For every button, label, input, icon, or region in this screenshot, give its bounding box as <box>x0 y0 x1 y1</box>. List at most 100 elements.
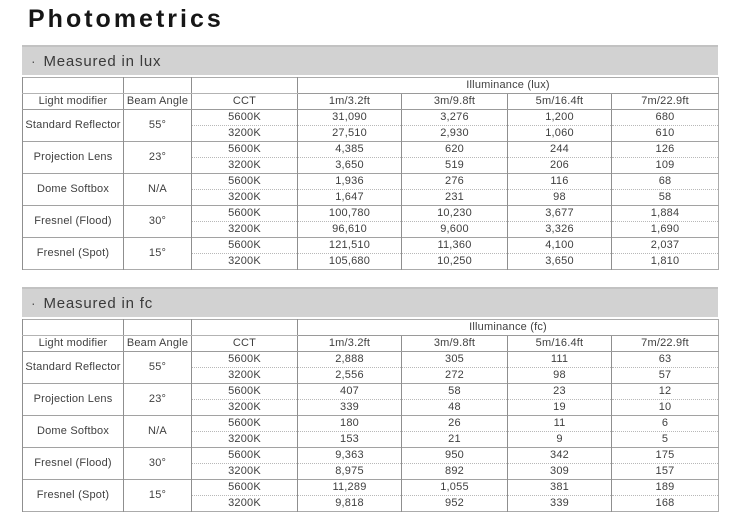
cct-cell: 3200K <box>191 189 298 206</box>
illuminance-value-cell: 11 <box>507 415 612 432</box>
illuminance-value-cell: 276 <box>401 173 508 190</box>
illuminance-value-cell: 620 <box>401 141 508 158</box>
cct-cell: 5600K <box>191 109 298 126</box>
illuminance-value-cell: 11,289 <box>297 479 402 496</box>
column-header: Light modifier <box>22 93 124 110</box>
illuminance-value-cell: 153 <box>297 431 402 448</box>
illuminance-value-cell: 58 <box>401 383 508 400</box>
cct-cell: 3200K <box>191 495 298 512</box>
cct-cell: 3200K <box>191 125 298 142</box>
modifier-cell: Fresnel (Flood) <box>22 205 124 238</box>
illuminance-value-cell: 206 <box>507 157 612 174</box>
table-row: 3200K 96,610 9,600 3,326 1,690 <box>23 221 719 238</box>
illuminance-value-cell: 2,930 <box>401 125 508 142</box>
column-header: 7m/22.9ft <box>610 335 719 352</box>
modifier-cell: Standard Reflector <box>22 351 124 384</box>
modifier-cell: Fresnel (Flood) <box>22 447 124 480</box>
illuminance-value-cell: 48 <box>401 399 508 416</box>
table-row: 3200K 8,975 892 309 157 <box>23 463 719 480</box>
beam-angle-cell: 15° <box>123 237 192 270</box>
column-header-row: Light modifier Beam Angle CCT 1m/3.2ft 3m/9.… <box>22 335 719 352</box>
illuminance-value-cell: 68 <box>610 173 719 190</box>
cct-cell: 5600K <box>191 479 298 496</box>
modifier-cell: Dome Softbox <box>22 173 124 206</box>
illuminance-value-cell: 57 <box>610 367 719 384</box>
cct-cell: 5600K <box>191 141 298 158</box>
table-row: Dome Softbox N/A 5600K 180 26 11 6 <box>22 415 719 448</box>
illuminance-value-cell: 342 <box>507 447 612 464</box>
illuminance-value-cell: 23 <box>507 383 612 400</box>
illuminance-value-cell: 1,055 <box>401 479 508 496</box>
illuminance-value-cell: 58 <box>610 189 719 206</box>
cct-cell: 3200K <box>191 367 298 384</box>
illuminance-value-cell: 168 <box>610 495 719 512</box>
table-row: 3200K 339 48 19 10 <box>23 399 719 416</box>
photometrics-table-lux: Illuminance (lux) Light modifier Beam Angl… <box>22 77 720 270</box>
beam-angle-cell: 30° <box>123 447 192 480</box>
illuminance-value-cell: 1,884 <box>610 205 719 222</box>
cct-cell: 5600K <box>191 173 298 190</box>
cct-cell: 3200K <box>191 463 298 480</box>
illuminance-value-cell: 109 <box>610 157 719 174</box>
illuminance-value-cell: 892 <box>401 463 508 480</box>
table-row: 3200K 3,650 519 206 109 <box>23 157 719 174</box>
blank-header-cell <box>191 319 298 336</box>
table-row: 3200K 105,680 10,250 3,650 1,810 <box>23 253 719 270</box>
beam-angle-cell: 55° <box>123 351 192 384</box>
illuminance-value-cell: 952 <box>401 495 508 512</box>
illuminance-value-cell: 519 <box>401 157 508 174</box>
table-row: 3200K 153 21 9 5 <box>23 431 719 448</box>
illuminance-value-cell: 126 <box>610 141 719 158</box>
illuminance-value-cell: 121,510 <box>297 237 402 254</box>
illuminance-value-cell: 5 <box>610 431 719 448</box>
illuminance-value-cell: 610 <box>610 125 719 142</box>
illuminance-value-cell: 2,888 <box>297 351 402 368</box>
illuminance-value-cell: 950 <box>401 447 508 464</box>
cct-cell: 3200K <box>191 221 298 238</box>
beam-angle-cell: N/A <box>123 415 192 448</box>
cct-cell: 5600K <box>191 383 298 400</box>
illuminance-value-cell: 2,556 <box>297 367 402 384</box>
beam-angle-cell: N/A <box>123 173 192 206</box>
illuminance-value-cell: 105,680 <box>297 253 402 270</box>
table-row: Projection Lens 23° 5600K 407 58 23 12 <box>22 383 719 416</box>
cct-cell: 3200K <box>191 157 298 174</box>
column-header: 3m/9.8ft <box>401 335 508 352</box>
illuminance-value-cell: 98 <box>507 189 612 206</box>
illuminance-value-cell: 1,810 <box>610 253 719 270</box>
illuminance-value-cell: 231 <box>401 189 508 206</box>
table-row: Fresnel (Flood) 30° 5600K 9,363 950 342 175 <box>22 447 719 480</box>
bullet-icon: · <box>31 53 37 69</box>
illuminance-value-cell: 27,510 <box>297 125 402 142</box>
table-row: Fresnel (Flood) 30° 5600K 100,780 10,230 3,67… <box>22 205 719 238</box>
illuminance-value-cell: 21 <box>401 431 508 448</box>
illuminance-value-cell: 680 <box>610 109 719 126</box>
bullet-icon: · <box>31 295 37 311</box>
illuminance-value-cell: 1,200 <box>507 109 612 126</box>
cct-cell: 3200K <box>191 399 298 416</box>
beam-angle-cell: 30° <box>123 205 192 238</box>
column-header: 5m/16.4ft <box>507 93 612 110</box>
illuminance-value-cell: 3,650 <box>507 253 612 270</box>
table-row: Projection Lens 23° 5600K 4,385 620 244 126 <box>22 141 719 174</box>
blank-header-cell <box>22 77 124 94</box>
illuminance-value-cell: 3,677 <box>507 205 612 222</box>
modifier-cell: Dome Softbox <box>22 415 124 448</box>
section-title-lux: Measured in lux <box>43 52 162 70</box>
column-header: Light modifier <box>22 335 124 352</box>
beam-angle-cell: 15° <box>123 479 192 512</box>
cct-cell: 5600K <box>191 351 298 368</box>
table-row: Fresnel (Spot) 15° 5600K 11,289 1,055 381 189 <box>22 479 719 512</box>
column-header: 1m/3.2ft <box>297 93 402 110</box>
column-header: Beam Angle <box>123 93 192 110</box>
illuminance-value-cell: 9,600 <box>401 221 508 238</box>
blank-header-cell <box>123 77 192 94</box>
table-row: Standard Reflector 55° 5600K 2,888 305 111 63 <box>22 351 719 384</box>
column-header: 3m/9.8ft <box>401 93 508 110</box>
illuminance-value-cell: 10,250 <box>401 253 508 270</box>
illuminance-value-cell: 4,100 <box>507 237 612 254</box>
illuminance-header: Illuminance (fc) <box>296 319 719 336</box>
table-row: 3200K 1,647 231 98 58 <box>23 189 719 206</box>
column-header: Beam Angle <box>123 335 192 352</box>
illuminance-value-cell: 31,090 <box>297 109 402 126</box>
